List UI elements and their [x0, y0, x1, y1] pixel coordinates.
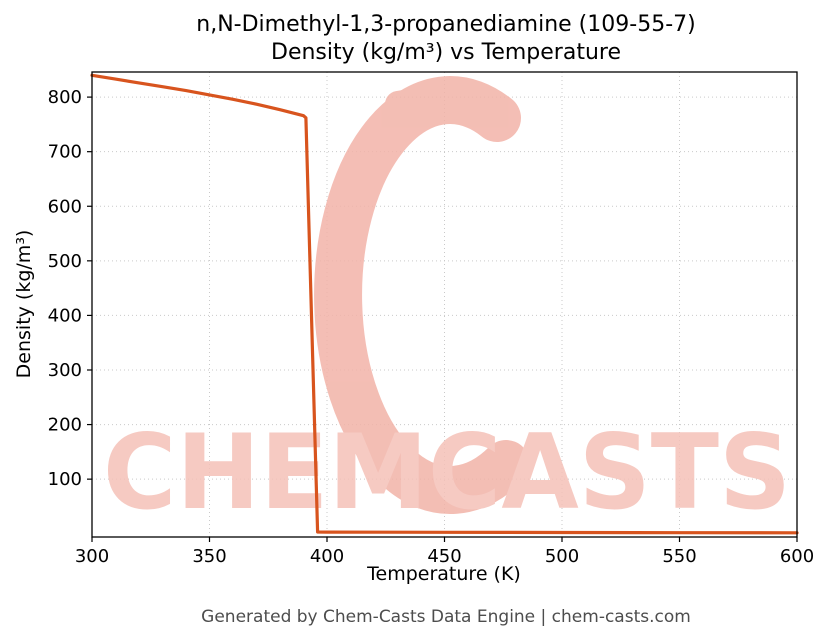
y-tick-label: 600: [48, 196, 82, 217]
y-tick-label: 400: [48, 305, 82, 326]
density-line: [90, 73, 799, 535]
y-tick-label: 700: [48, 142, 82, 163]
watermark: CHEMCASTS: [103, 76, 791, 533]
watermark-text: CHEMCASTS: [103, 413, 791, 533]
data-series: [90, 73, 799, 535]
x-tick-label: 400: [310, 546, 344, 567]
y-tick-label: 100: [48, 469, 82, 490]
x-tick-label: 350: [192, 546, 226, 567]
footer-text: Generated by Chem-Casts Data Engine | ch…: [201, 607, 691, 627]
x-tick-label: 500: [545, 546, 579, 567]
watermark-c-swirl-tail-icon: [385, 82, 465, 117]
chart-title-line1: n,N-Dimethyl-1,3-propanediamine (109-55-…: [196, 12, 695, 37]
y-tick-label: 800: [48, 87, 82, 108]
x-tick-label: 300: [75, 546, 109, 567]
y-tick-label: 500: [48, 251, 82, 272]
x-tick-label: 550: [662, 546, 696, 567]
chart-title-line2: Density (kg/m³) vs Temperature: [271, 40, 621, 65]
y-tick-label: 200: [48, 415, 82, 436]
x-tick-label: 450: [427, 546, 461, 567]
x-tick-label: 600: [780, 546, 814, 567]
axes: 300 350 400 450 500 550 600 100 200 300 400 500 600 7…: [48, 71, 814, 567]
y-axis-label: Density (kg/m³): [13, 230, 35, 379]
x-axis-label: Temperature (K): [366, 563, 521, 585]
y-tick-label: 300: [48, 360, 82, 381]
